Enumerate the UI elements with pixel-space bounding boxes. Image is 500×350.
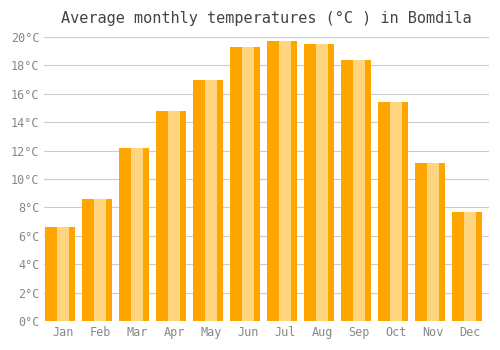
Bar bbox=[168, 111, 180, 321]
Bar bbox=[94, 199, 106, 321]
Bar bbox=[119, 148, 131, 321]
Bar bbox=[131, 148, 143, 321]
Bar bbox=[316, 44, 328, 321]
Bar bbox=[242, 47, 254, 321]
Bar bbox=[273, 41, 297, 321]
Bar bbox=[236, 47, 260, 321]
Bar bbox=[230, 47, 242, 321]
Bar bbox=[205, 79, 217, 321]
Bar bbox=[304, 44, 316, 321]
Bar bbox=[193, 79, 205, 321]
Bar bbox=[205, 79, 217, 321]
Bar bbox=[464, 212, 476, 321]
Bar bbox=[347, 60, 372, 321]
Bar bbox=[279, 41, 291, 321]
Bar bbox=[422, 163, 446, 321]
Bar bbox=[131, 148, 143, 321]
Bar bbox=[125, 148, 149, 321]
Bar bbox=[88, 199, 112, 321]
Bar bbox=[267, 41, 279, 321]
Title: Average monthly temperatures (°C ) in Bomdila: Average monthly temperatures (°C ) in Bo… bbox=[62, 11, 472, 26]
Bar bbox=[57, 227, 69, 321]
Bar bbox=[82, 199, 94, 321]
Bar bbox=[464, 212, 476, 321]
Bar bbox=[353, 60, 366, 321]
Bar bbox=[452, 212, 464, 321]
Bar bbox=[353, 60, 366, 321]
Bar bbox=[458, 212, 482, 321]
Bar bbox=[51, 227, 75, 321]
Bar bbox=[45, 227, 57, 321]
Bar bbox=[279, 41, 291, 321]
Bar bbox=[378, 102, 390, 321]
Bar bbox=[310, 44, 334, 321]
Bar bbox=[199, 79, 223, 321]
Bar bbox=[316, 44, 328, 321]
Bar bbox=[94, 199, 106, 321]
Bar bbox=[341, 60, 353, 321]
Bar bbox=[384, 102, 408, 321]
Bar bbox=[242, 47, 254, 321]
Bar bbox=[428, 163, 440, 321]
Bar bbox=[390, 102, 402, 321]
Bar bbox=[428, 163, 440, 321]
Bar bbox=[57, 227, 69, 321]
Bar bbox=[168, 111, 180, 321]
Bar bbox=[156, 111, 168, 321]
Bar bbox=[416, 163, 428, 321]
Bar bbox=[162, 111, 186, 321]
Bar bbox=[390, 102, 402, 321]
